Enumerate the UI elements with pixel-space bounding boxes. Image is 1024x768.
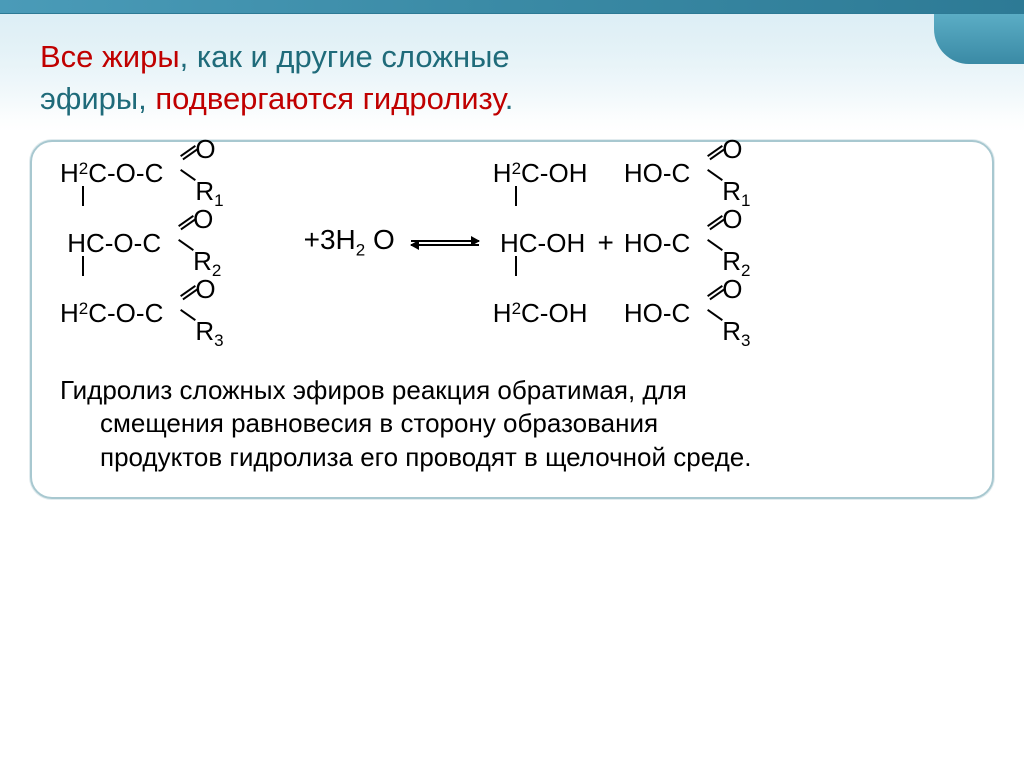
arrow-left-icon <box>411 244 479 246</box>
hydrolysis-reaction: H2C-O-C O R1 HC-O-C O R2 H2C-O-C <box>60 160 964 326</box>
caption-line-1: Гидролиз сложных эфиров реакция обратима… <box>60 375 687 405</box>
tg-c1-sub: 2 <box>79 160 88 177</box>
acid-r3: R <box>722 316 741 346</box>
tg-c1-h: H <box>60 160 79 186</box>
arrow-right-icon <box>411 240 479 242</box>
gly-c3-sub: 2 <box>512 300 521 317</box>
plus-operator: + <box>595 227 615 259</box>
caption-line-3: продуктов гидролиза его проводят в щелоч… <box>100 442 751 472</box>
title-line-1: Все жиры, как и другие сложные <box>40 36 984 78</box>
gly-c3-oh: C-OH <box>521 300 587 326</box>
gly-c1-sub: 2 <box>512 160 521 177</box>
gly-c3-h: H <box>493 300 512 326</box>
water-sub2: 2 <box>356 241 365 260</box>
tg-r2: R <box>193 246 212 276</box>
fatty-acids-structure: HO-C O R1 HO-C O R2 HO-C <box>624 160 765 326</box>
title-line-2: эфиры, подвергаются гидролизу. <box>40 78 984 120</box>
bond-vertical <box>515 256 517 276</box>
gly-c2-oh: HC-OH <box>493 230 585 256</box>
window-top-bar <box>0 0 1024 14</box>
title-highlight-1: Все жиры <box>40 39 180 74</box>
glycerol-structure: H2C-OH HC-OH H2C-OH <box>493 160 588 326</box>
tg-c2-chain: HC-O-C <box>60 230 161 256</box>
acid1-hoc: HO-C <box>624 160 690 186</box>
title-text-1: , как и другие сложные <box>180 39 510 74</box>
title-highlight-2: подвергаются гидролизу <box>155 81 504 116</box>
acid-r3-sub: 3 <box>741 331 750 350</box>
bond-vertical <box>82 186 84 206</box>
water-o: O <box>365 224 395 255</box>
tg-r1: R <box>195 176 214 206</box>
acid-r1: R <box>722 176 741 206</box>
tg-c3-sub: 2 <box>79 300 88 317</box>
content-panel: H2C-O-C O R1 HC-O-C O R2 H2C-O-C <box>30 140 994 499</box>
tg-ester-3: O R3 <box>165 300 237 430</box>
triglyceride-structure: H2C-O-C O R1 HC-O-C O R2 H2C-O-C <box>60 160 238 326</box>
gly-c1-oh: C-OH <box>521 160 587 186</box>
tg-c3-chain: C-O-C <box>88 300 163 326</box>
acid2-hoc: HO-C <box>624 230 690 256</box>
tg-r3-sub: 3 <box>214 331 223 350</box>
acid-r2: R <box>722 246 741 276</box>
plus-water: +3H2 O <box>302 224 397 261</box>
water-3h: +3H <box>304 224 356 255</box>
equilibrium-arrows-icon <box>405 240 485 246</box>
bond-vertical <box>82 256 84 276</box>
slide-tab-corner <box>934 14 1024 64</box>
acid-carboxyl-3: O R3 <box>692 300 764 430</box>
slide-title: Все жиры, как и другие сложные эфиры, по… <box>0 14 1024 132</box>
tg-r1-sub: 1 <box>214 191 223 210</box>
acid3-hoc: HO-C <box>624 300 690 326</box>
title-text-2b: . <box>505 81 514 116</box>
title-text-2a: эфиры, <box>40 81 155 116</box>
tg-r3: R <box>195 316 214 346</box>
tg-c1-chain: C-O-C <box>88 160 163 186</box>
gly-c1-h: H <box>493 160 512 186</box>
bond-vertical <box>515 186 517 206</box>
tg-c3-h: H <box>60 300 79 326</box>
